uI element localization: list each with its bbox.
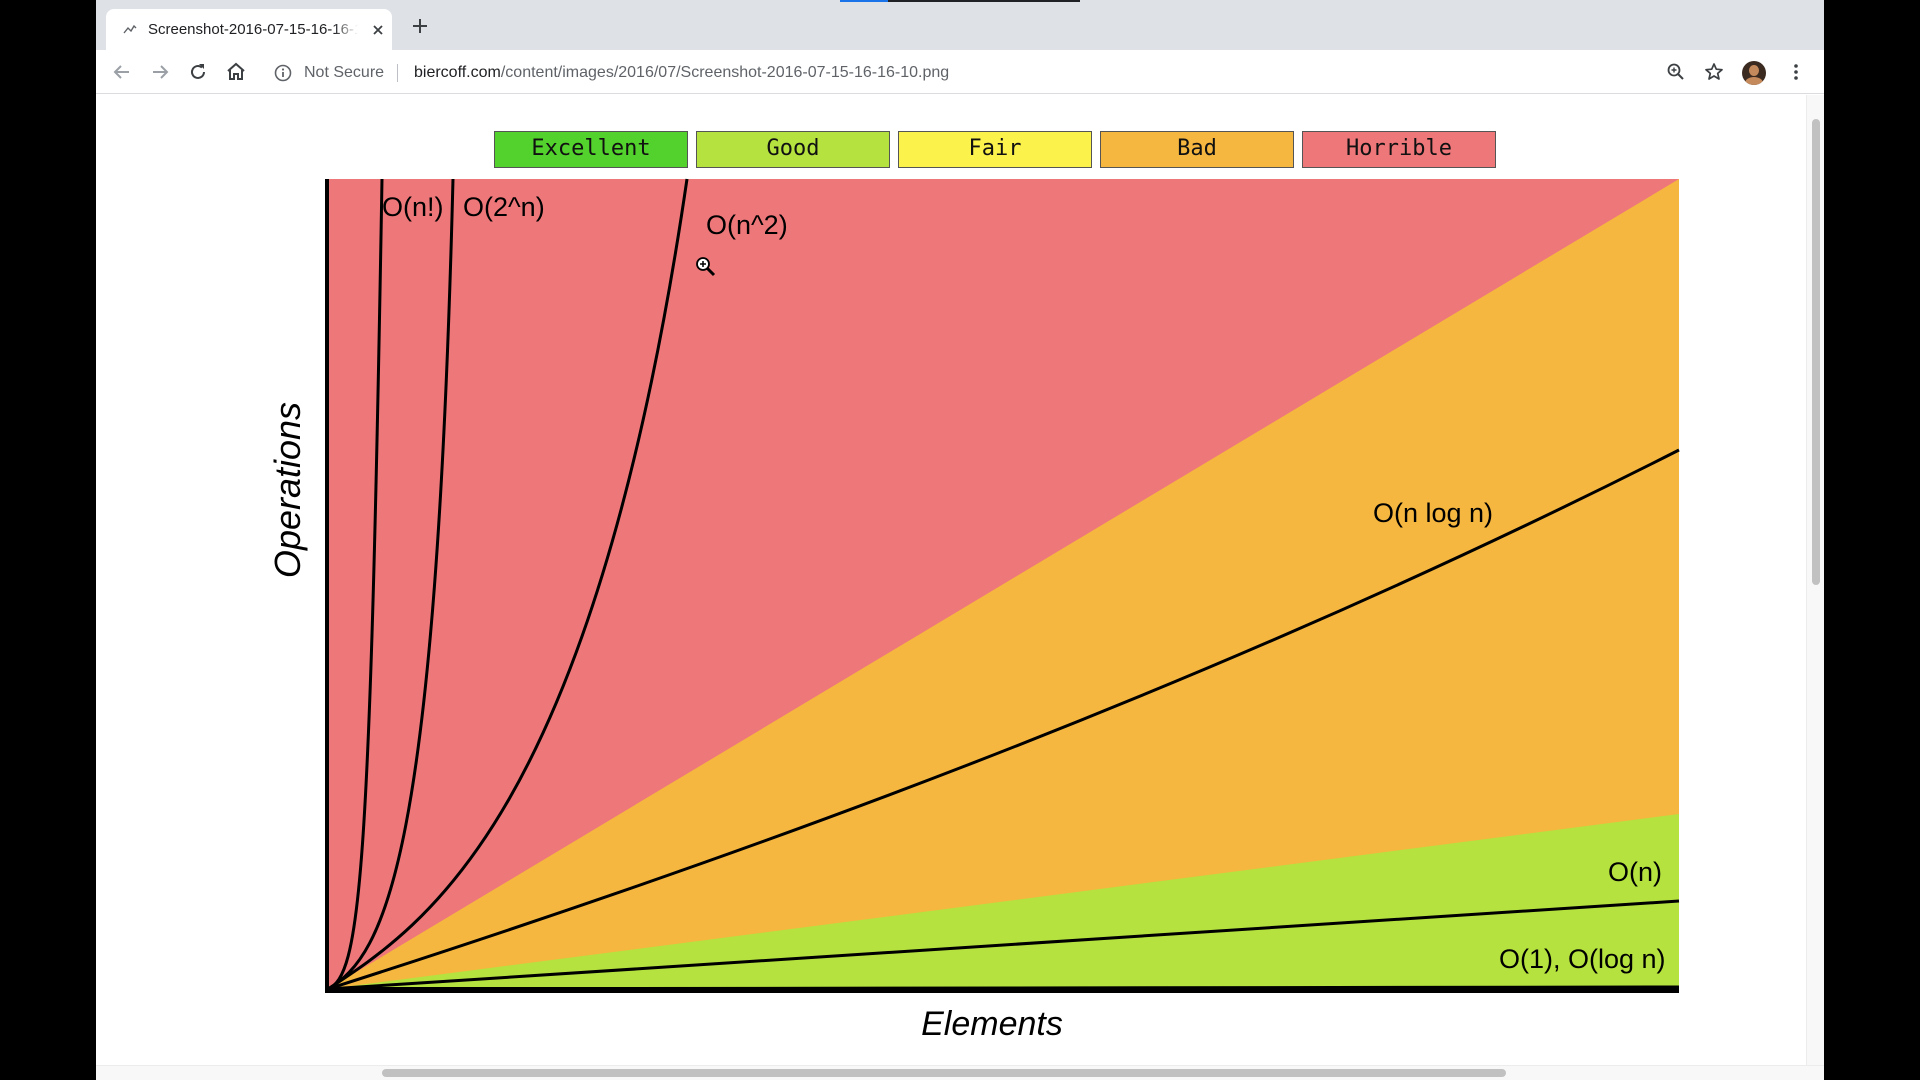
chart-regions [327,179,1679,989]
plus-icon[interactable] [408,14,432,38]
url-host: biercoff.com [414,64,501,81]
browser-toolbar: Not Secure biercoff.com/content/images/2… [96,50,1824,94]
region-good [328,814,1679,989]
x-axis-label: Elements [921,1005,1063,1043]
reload-icon[interactable] [186,60,210,84]
back-icon[interactable] [110,60,134,84]
star-icon[interactable] [1702,60,1726,84]
browser-window: Screenshot-2016-07-15-16-16-10.png Not S… [96,0,1824,1080]
curve-linear [327,899,1680,991]
close-icon[interactable] [368,20,388,40]
url-path: /content/images/2016/07/Screenshot-2016-… [500,64,950,81]
series-label: O(n^2) [706,210,788,240]
url-text[interactable]: biercoff.com/content/images/2016/07/Scre… [414,64,949,82]
page-content: Excellent Good Fair Bad Horrible O(n!) O… [96,95,1806,1065]
legend-label: Fair [968,136,1022,161]
curve-quadratic [327,178,689,991]
curve-factorial [327,178,384,991]
vertical-scroll-thumb[interactable] [1812,119,1820,585]
omnibox-separator [397,64,398,82]
legend-fair: Fair [898,131,1092,168]
profile-avatar[interactable] [1742,61,1766,85]
zoom-cursor-icon [694,255,718,279]
legend-good: Good [696,131,890,168]
series-label: O(2^n) [463,192,545,222]
forward-icon[interactable] [148,60,172,84]
info-icon[interactable] [274,64,292,82]
series-label: O(n log n) [1373,498,1493,528]
series-labels: O(n!) O(2^n) O(n^2) O(n log n) O(n) O(1)… [382,192,1666,974]
zoom-icon[interactable] [1664,60,1688,84]
security-label[interactable]: Not Secure [304,64,385,81]
legend-label: Horrible [1346,136,1452,161]
horizontal-scrollbar[interactable] [96,1065,1824,1080]
series-label: O(1), O(log n) [1499,944,1666,974]
legend-label: Good [766,136,820,161]
home-icon[interactable] [224,60,248,84]
curve-exponential [327,178,455,991]
vertical-scrollbar[interactable] [1806,95,1824,1065]
legend-horrible: Horrible [1302,131,1496,168]
horizontal-scroll-thumb[interactable] [382,1069,1506,1077]
legend-excellent: Excellent [494,131,688,168]
curve-linearithmic [327,448,1680,991]
active-tab[interactable]: Screenshot-2016-07-15-16-16-10.png [106,9,392,50]
series-label: O(n) [1608,857,1662,887]
tab-strip: Screenshot-2016-07-15-16-16-10.png [96,0,1824,50]
menu-icon[interactable] [1784,60,1808,84]
legend-label: Bad [1177,136,1217,161]
series-label: O(n!) [382,192,444,222]
image-favicon-icon [122,22,138,38]
tab-title: Screenshot-2016-07-15-16-16-10.png [148,20,358,40]
chart-axes [325,179,1679,993]
y-axis-label: Operations [267,401,308,579]
region-bad [328,179,1679,989]
big-o-chart: O(n!) O(2^n) O(n^2) O(n log n) O(n) O(1)… [325,178,1680,993]
legend-label: Excellent [531,136,651,161]
legend-bad: Bad [1100,131,1294,168]
loading-indicator [840,0,1080,2]
